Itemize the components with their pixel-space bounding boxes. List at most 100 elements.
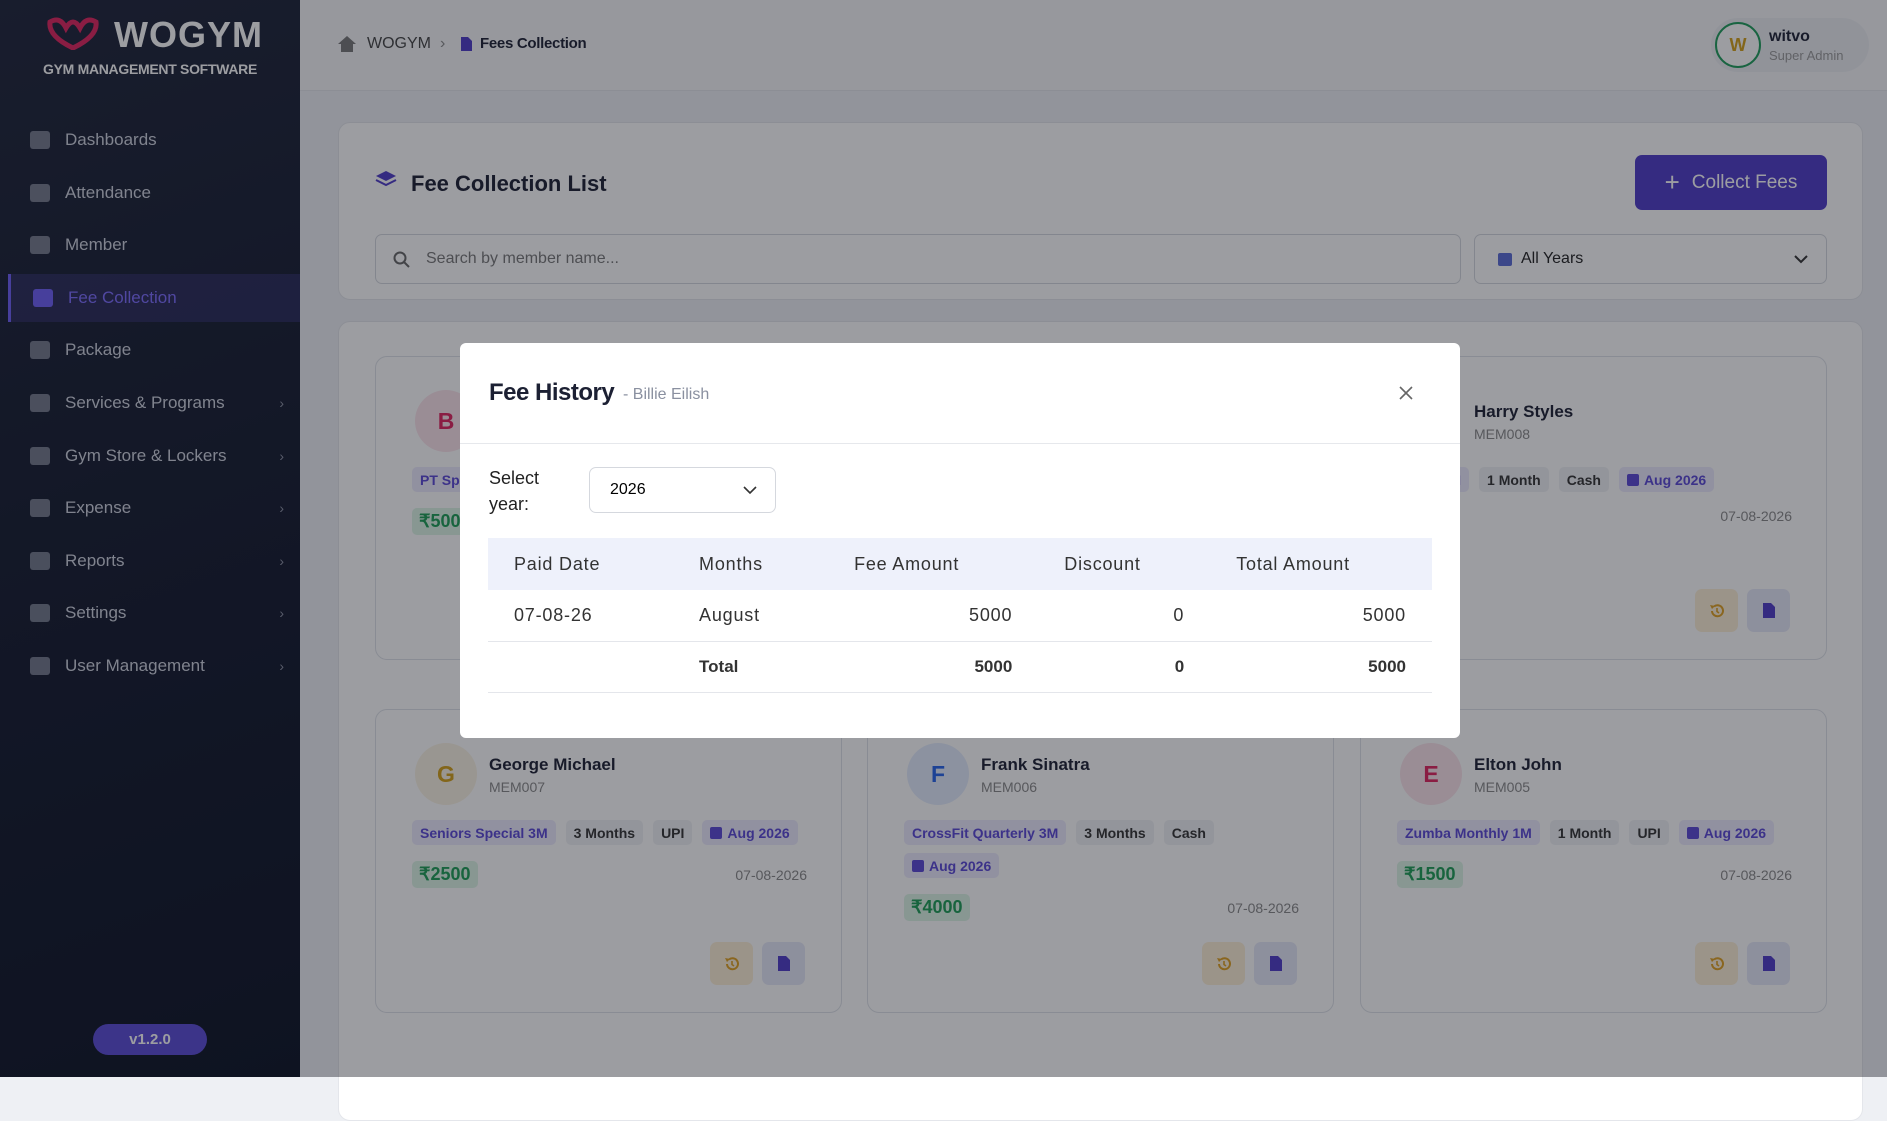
calendar-icon: [710, 826, 723, 839]
fee-history-modal: Fee History - Billie Eilish Select year:…: [460, 343, 1460, 738]
column-header: Months: [673, 538, 829, 590]
home-icon[interactable]: [337, 35, 357, 53]
tags: Seniors Special 3M 3 Months UPI Aug 2026 ₹25…: [412, 820, 807, 888]
user-menu[interactable]: W witvo Super Admin: [1711, 18, 1869, 72]
receipt-icon: [1269, 956, 1282, 971]
nav-item[interactable]: Reports ›: [8, 537, 300, 585]
tags: CrossFit Quarterly 3M 3 Months Cash Aug 202…: [904, 820, 1299, 921]
member-id: MEM008: [1474, 426, 1531, 442]
receipt-icon: [1762, 956, 1775, 971]
brand: WOGYM: [114, 14, 263, 55]
tags: Zumba Monthly 1M 1 Month UPI Aug 2026 ₹1500 0…: [1397, 820, 1792, 888]
tag: UPI: [1629, 820, 1669, 845]
nav-label: Gym Store & Lockers: [65, 445, 227, 465]
nav-item[interactable]: Expense ›: [8, 484, 300, 532]
month-text: Aug 2026: [727, 824, 790, 841]
year-filter[interactable]: All Years: [1474, 234, 1827, 284]
cell: 5000: [828, 590, 1039, 642]
year-select[interactable]: 2026: [589, 467, 776, 513]
nav-label: Expense: [65, 498, 132, 518]
total-cell: Total: [673, 641, 829, 693]
nav-icon: [30, 657, 50, 675]
chevron: ›: [279, 500, 284, 517]
member-card: G George Michael MEM007 Seniors Special 3M 3…: [375, 709, 842, 1013]
total-cell: 5000: [828, 641, 1039, 693]
member-id: MEM006: [981, 779, 1038, 795]
avatar: F: [907, 743, 969, 805]
version-badge[interactable]: v1.2.0: [93, 1024, 207, 1055]
receipt-button[interactable]: [1747, 942, 1790, 985]
month-tag: Aug 2026: [702, 820, 798, 845]
member-name: Frank Sinatra: [981, 755, 1090, 774]
receipt-button[interactable]: [762, 942, 805, 985]
total-row: Total 5000 0 5000: [488, 641, 1432, 693]
layers-icon: [375, 171, 397, 187]
column-header: Total Amount: [1210, 538, 1432, 590]
month-tag: Aug 2026: [1678, 820, 1775, 845]
tag: 1 Month: [1479, 467, 1549, 492]
modal-subtitle: - Billie Eilish: [623, 386, 710, 403]
nav-icon: [30, 446, 50, 465]
nav-item[interactable]: Fee Collection: [8, 273, 300, 322]
list-title: Fee Collection List: [411, 171, 607, 196]
modal-title: Fee History: [489, 379, 615, 406]
history-button[interactable]: [1695, 589, 1738, 632]
amount-row: ₹500: [412, 508, 807, 535]
nav-label: Settings: [65, 603, 127, 623]
amount: ₹4000: [904, 894, 970, 921]
user-avatar: W: [1715, 22, 1761, 68]
column-header: Fee Amount: [828, 538, 1039, 590]
tag: Seniors Special 3M: [412, 820, 556, 845]
nav-item[interactable]: Package: [8, 326, 300, 374]
tag: 3 Months: [565, 820, 644, 845]
nav-item[interactable]: Attendance: [8, 169, 300, 217]
month-tag: Aug 2026: [904, 853, 1000, 878]
history-button[interactable]: [1695, 942, 1738, 985]
column-header: Discount: [1038, 538, 1211, 590]
year-filter-value: All Years: [1521, 250, 1584, 267]
history-button[interactable]: [1202, 942, 1245, 985]
tag: 1 Month: [1549, 820, 1620, 845]
member-id: MEM007: [489, 779, 546, 795]
calendar-icon: [1498, 253, 1512, 266]
amount-row: ₹2500 07-08-2026: [412, 861, 807, 888]
nav-item[interactable]: Settings ›: [8, 589, 300, 637]
receipt-icon: [777, 956, 790, 971]
cell: 07-08-26: [488, 590, 674, 642]
header: WOGYM › Fees Collection W witvo Super Ad…: [300, 0, 1887, 91]
user-role: Super Admin: [1769, 48, 1844, 63]
collect-fees-button[interactable]: + Collect Fees: [1635, 155, 1827, 210]
chevron-down: [1794, 255, 1808, 264]
tag: 3 Months: [1076, 820, 1154, 845]
nav-item[interactable]: Member: [8, 221, 300, 269]
history-button[interactable]: [710, 942, 753, 985]
cell: August: [673, 590, 829, 642]
nav-icon: [30, 341, 50, 360]
close-button[interactable]: [1398, 385, 1414, 401]
receipt-button[interactable]: [1254, 942, 1297, 985]
total-cell: 5000: [1210, 641, 1432, 693]
history-icon: [724, 956, 739, 970]
receipt-button[interactable]: [1747, 589, 1790, 632]
nav-icon: [30, 183, 50, 202]
chevron: ›: [279, 658, 284, 674]
member-card: E Elton John MEM005 Zumba Monthly 1M 1 Month…: [1360, 709, 1827, 1013]
table-row: 07-08-26 August 5000 0 5000: [488, 590, 1432, 642]
nav-item[interactable]: Dashboards: [8, 116, 300, 164]
tag: UPI: [653, 820, 693, 845]
month-text: Aug 2026: [1643, 471, 1707, 488]
nav-item[interactable]: Gym Store & Lockers ›: [8, 432, 300, 480]
nav-item[interactable]: User Management ›: [8, 642, 300, 690]
logo-icon: [47, 17, 99, 50]
tag: Cash: [1558, 467, 1609, 492]
breadcrumb-home[interactable]: WOGYM: [367, 35, 431, 52]
user-name: witvo: [1769, 28, 1810, 45]
month-tag: Aug 2026: [1618, 467, 1715, 492]
member-name: George Michael: [489, 755, 616, 774]
nav-item[interactable]: Services & Programs ›: [8, 379, 300, 427]
nav-icon: [33, 288, 53, 307]
search-input[interactable]: Search by member name...: [375, 234, 1461, 284]
history-icon: [1709, 603, 1724, 617]
tag: Cash: [1163, 820, 1214, 845]
